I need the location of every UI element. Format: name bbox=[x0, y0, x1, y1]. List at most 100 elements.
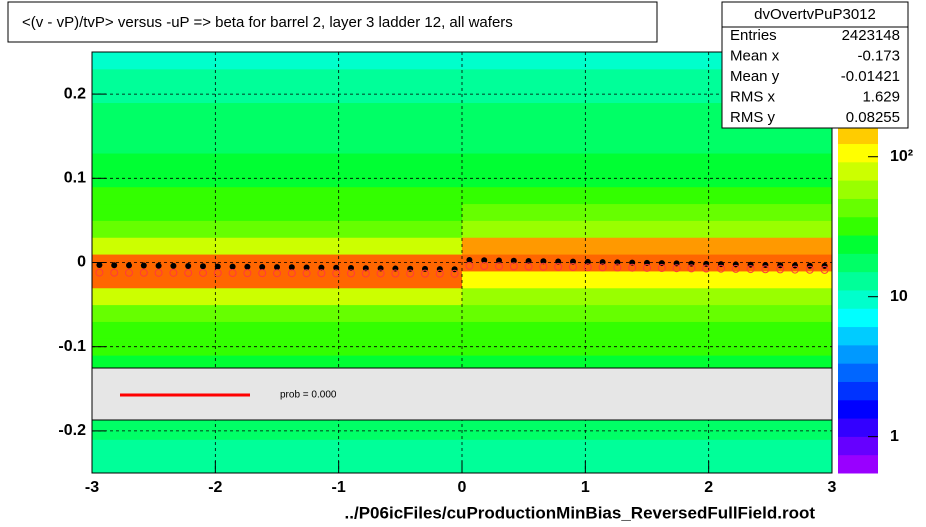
profile-point bbox=[258, 269, 267, 278]
y-tick-label: -0.1 bbox=[58, 338, 86, 355]
profile-point bbox=[613, 263, 622, 272]
x-tick-label: -3 bbox=[85, 479, 99, 496]
profile-point bbox=[96, 262, 103, 269]
profile-point bbox=[761, 265, 770, 274]
profile-point bbox=[599, 259, 606, 266]
heatmap-cell bbox=[462, 237, 832, 255]
profile-point bbox=[362, 265, 369, 272]
x-axis-title: ../P06icFiles/cuProductionMinBias_Revers… bbox=[345, 503, 816, 522]
profile-point bbox=[525, 257, 532, 264]
color-bar-cell bbox=[838, 454, 878, 474]
color-bar-cell bbox=[838, 308, 878, 328]
profile-point bbox=[184, 268, 193, 277]
color-bar-cell bbox=[838, 235, 878, 254]
heatmap-cell bbox=[92, 102, 462, 120]
heatmap-cell bbox=[462, 321, 832, 339]
profile-point bbox=[776, 265, 785, 274]
profile-point bbox=[259, 263, 266, 270]
stats-value: 1.629 bbox=[862, 88, 900, 105]
heatmap-cell bbox=[92, 203, 462, 221]
profile-point bbox=[214, 263, 221, 270]
profile-point bbox=[110, 268, 119, 277]
stats-value: -0.01421 bbox=[841, 68, 900, 85]
profile-point bbox=[702, 264, 711, 273]
profile-point bbox=[570, 258, 576, 265]
profile-point bbox=[348, 264, 354, 271]
profile-point bbox=[332, 269, 341, 278]
profile-point bbox=[273, 269, 281, 278]
profile-point bbox=[333, 264, 340, 271]
color-bar-cell bbox=[838, 143, 878, 163]
color-bar-cell bbox=[838, 180, 878, 199]
profile-point bbox=[391, 269, 400, 278]
heatmap-cell bbox=[462, 186, 832, 205]
profile bbox=[95, 256, 829, 278]
profile-point bbox=[287, 269, 296, 278]
profile-point bbox=[421, 269, 429, 278]
heatmap-cell bbox=[462, 153, 832, 171]
profile-point bbox=[539, 262, 548, 271]
heatmap-cell bbox=[92, 68, 462, 87]
y-tick-label: -0.2 bbox=[58, 422, 86, 439]
profile-point bbox=[317, 269, 326, 278]
profile-point bbox=[302, 269, 311, 278]
profile-point bbox=[598, 263, 607, 272]
heatmap-cell bbox=[92, 169, 462, 188]
profile-point bbox=[496, 257, 502, 264]
profile-point bbox=[169, 268, 178, 277]
profile-point bbox=[672, 264, 681, 273]
profile-point bbox=[806, 262, 813, 269]
profile-point bbox=[170, 262, 177, 269]
profile-point bbox=[111, 262, 118, 269]
color-bar-cell bbox=[838, 198, 878, 218]
profile-point bbox=[717, 264, 725, 273]
profile-point bbox=[185, 263, 192, 270]
color-bar-cell bbox=[838, 363, 878, 382]
profile-point bbox=[213, 269, 222, 278]
z-tick-label: 1 bbox=[890, 428, 899, 445]
profile-point bbox=[361, 269, 370, 278]
profile-point bbox=[406, 269, 415, 278]
color-bar-cell bbox=[838, 381, 878, 401]
color-bar-cell bbox=[838, 326, 878, 346]
heatmap-cell bbox=[462, 304, 832, 322]
x-tick-label: 2 bbox=[704, 479, 713, 496]
profile-point bbox=[450, 269, 459, 278]
profile-point bbox=[126, 262, 132, 269]
heatmap-cell bbox=[92, 237, 462, 255]
profile-point bbox=[510, 257, 517, 264]
stats-label: Mean x bbox=[730, 47, 780, 64]
profile-point bbox=[820, 265, 829, 274]
profile-point bbox=[540, 258, 547, 265]
stats-label: Entries bbox=[730, 27, 777, 44]
profile-point bbox=[792, 262, 798, 269]
y-tick-label: 0.2 bbox=[64, 85, 86, 102]
profile-point bbox=[821, 262, 828, 269]
title-box bbox=[7, 1, 658, 43]
profile-point bbox=[805, 265, 814, 274]
heatmap-cell bbox=[92, 422, 462, 440]
heatmap-cell bbox=[462, 287, 832, 306]
stats-box bbox=[721, 1, 909, 129]
stats-rows: Entries 2423148 Mean x -0.173 Mean y -0.01421… bbox=[730, 27, 900, 126]
profile-point bbox=[687, 264, 696, 273]
profile-point bbox=[95, 268, 104, 277]
profile-point bbox=[495, 262, 503, 271]
axes: -3 -2 -1 0 1 2 3 -0.2 -0.1 0 0.1 0.2 bbox=[58, 85, 836, 496]
heatmap-cell bbox=[92, 456, 462, 474]
x-tick-label: 0 bbox=[458, 479, 467, 496]
chart-title: <(v - vP)/tvP> versus -uP => beta for ba… bbox=[22, 14, 513, 31]
x-tick-label: -1 bbox=[332, 479, 346, 496]
color-bar-cell bbox=[838, 418, 878, 437]
heatmap-cell bbox=[462, 136, 832, 154]
profile-point bbox=[555, 258, 562, 265]
y-tick-label: 0.1 bbox=[64, 170, 86, 187]
profile-point bbox=[155, 262, 162, 269]
heatmap-cell bbox=[462, 270, 832, 289]
profile-point bbox=[657, 264, 666, 273]
stats-title: dvOvertvPuP3012 bbox=[754, 6, 876, 23]
profile-point bbox=[509, 262, 518, 271]
color-bar-cell bbox=[838, 399, 878, 419]
profile-point bbox=[569, 263, 577, 272]
z-tick-label: 10² bbox=[890, 148, 913, 165]
